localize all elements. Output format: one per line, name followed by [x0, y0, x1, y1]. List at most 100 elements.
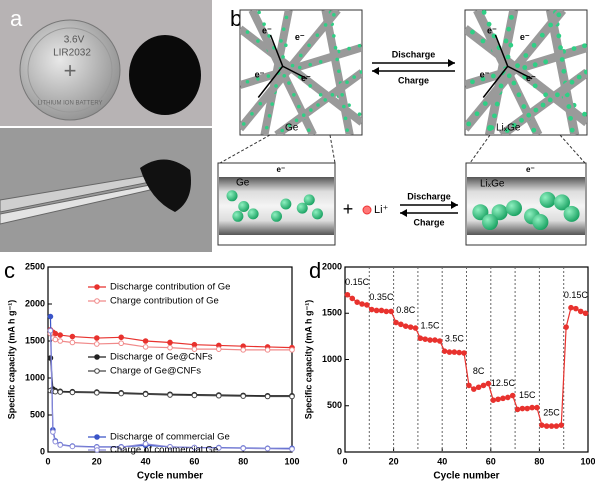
x-tick-label: 40: [437, 456, 447, 466]
electron-label: e⁻: [520, 32, 530, 42]
arrow-head: [400, 209, 407, 217]
ge-particle: [258, 102, 262, 106]
ge-particle: [268, 114, 272, 118]
ge-particle: [299, 54, 303, 58]
ge-particle: [337, 69, 341, 73]
electron-label: e⁻: [526, 73, 536, 83]
ge-particle: [506, 27, 511, 32]
data-point: [394, 320, 399, 325]
legend-marker: [95, 355, 100, 360]
ge-ball: [312, 208, 323, 219]
ge-particle: [566, 104, 571, 109]
y-tick-label: 500: [327, 400, 342, 410]
data-point: [433, 338, 438, 343]
electron-label: e⁻: [277, 165, 286, 174]
ge-particle: [504, 39, 509, 44]
ge-ball: [227, 190, 238, 201]
ge-particle: [298, 66, 302, 70]
panel-label: d: [309, 258, 321, 283]
data-point: [265, 394, 270, 399]
ge-particle: [344, 117, 348, 121]
ge-particle: [475, 111, 480, 116]
data-point: [290, 394, 295, 399]
ge-particle: [307, 128, 311, 132]
data-point: [168, 340, 173, 345]
y-axis-label: Specific capacity (mA h g⁻¹): [303, 300, 313, 419]
ge-particle: [533, 108, 538, 113]
panel-label: c: [4, 258, 15, 283]
series-line: [50, 317, 292, 449]
data-point: [510, 393, 515, 398]
data-point: [241, 446, 246, 451]
ge-particle: [499, 84, 504, 89]
battery-text: LITHIUM ION BATTERY: [37, 101, 102, 107]
rate-label: 1.5C: [421, 321, 441, 331]
ge-particle: [332, 13, 336, 17]
ge-particle: [281, 55, 285, 59]
electrode-disk: [129, 35, 201, 115]
rate-label: 0.35C: [369, 292, 394, 302]
ge-particle: [512, 81, 517, 86]
ge-particle: [556, 12, 561, 17]
ge-particle: [532, 43, 537, 48]
ge-particle: [308, 63, 312, 67]
ge-particle: [516, 92, 521, 97]
data-point: [58, 443, 63, 448]
legend-label: Charge of commercial Ge: [110, 445, 218, 456]
ge-particle: [522, 65, 527, 70]
data-point: [168, 345, 173, 350]
x-tick-label: 60: [486, 456, 496, 466]
ge-particle: [256, 39, 260, 43]
x-tick-label: 0: [45, 456, 50, 466]
ge-particle: [482, 10, 487, 15]
rate-label: 12.5C: [491, 378, 516, 388]
ge-particle: [257, 11, 261, 15]
ge-label: Ge: [236, 178, 250, 189]
ge-particle: [308, 84, 312, 88]
data-point: [447, 350, 452, 355]
rate-label: 25C: [543, 408, 560, 418]
ge-particle: [558, 45, 563, 50]
ge-particle: [335, 58, 339, 62]
zoom-line: [330, 135, 335, 163]
ge-particle: [309, 108, 313, 112]
data-point: [525, 406, 530, 411]
data-point: [389, 309, 394, 314]
legend-label: Charge of Ge@CNFs: [110, 366, 201, 377]
plus-sign: +: [64, 58, 77, 83]
ge-particle: [523, 53, 528, 58]
data-point: [408, 325, 413, 330]
ge-particle: [561, 69, 566, 74]
x-tick-label: 0: [342, 456, 347, 466]
data-point: [241, 348, 246, 353]
li-label: Li⁺: [374, 204, 389, 216]
y-tick-label: 2500: [25, 261, 45, 271]
ge-particle: [492, 113, 497, 118]
data-point: [574, 306, 579, 311]
ge-ball: [304, 194, 315, 205]
data-point: [95, 336, 100, 341]
ge-particle: [483, 101, 488, 106]
ge-ball: [506, 200, 522, 216]
ge-particle: [533, 62, 538, 67]
panel-label: a: [10, 6, 23, 31]
data-point: [554, 424, 559, 429]
data-point: [345, 292, 350, 297]
x-tick-label: 40: [141, 456, 151, 466]
ge-ball: [532, 214, 548, 230]
data-point: [53, 337, 58, 342]
plus: +: [343, 199, 354, 219]
arrow-label: Charge: [398, 75, 429, 85]
ge-particle: [509, 15, 514, 20]
ge-particle: [345, 128, 349, 132]
ge-particle: [506, 55, 511, 60]
ge-particle: [332, 34, 336, 38]
charts: 05001000150020002500020406080100Cycle nu…: [4, 258, 595, 482]
x-tick-label: 20: [92, 456, 102, 466]
legend-marker: [95, 299, 100, 304]
rate-label: 3.5C: [445, 334, 465, 344]
ge-particle: [270, 102, 274, 106]
legend-label: Discharge of commercial Ge: [110, 432, 230, 443]
x-axis-label: Cycle number: [137, 471, 203, 482]
data-point: [544, 424, 549, 429]
